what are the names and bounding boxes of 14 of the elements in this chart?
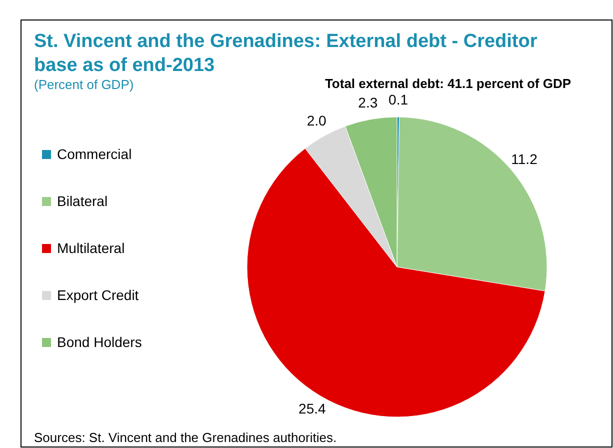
text: Total external debt: 41.1 percent of GDP <box>324 76 572 91</box>
data-label: 2.0 <box>306 112 327 128</box>
data-label: 25.4 <box>298 400 326 416</box>
chart-title: St. Vincent and the Grenadines: External debt - Creditor base as of end-2013 <box>34 31 538 76</box>
data-label: 0.1 <box>388 92 408 108</box>
source-note: Sources: St. Vincent and the Grenadines authorities. <box>34 430 337 445</box>
chart-subtitle: (Percent of GDP) <box>34 77 134 92</box>
legend-label: Bond Holders <box>57 334 142 350</box>
data-label: 11.2 <box>511 151 538 168</box>
legend-label: Export Credit <box>57 287 139 303</box>
legend-label: Commercial <box>57 146 132 162</box>
legend-label: Multilateral <box>57 240 125 256</box>
data-label: 2.3 <box>358 94 378 110</box>
legend-label: Bilateral <box>57 193 108 209</box>
